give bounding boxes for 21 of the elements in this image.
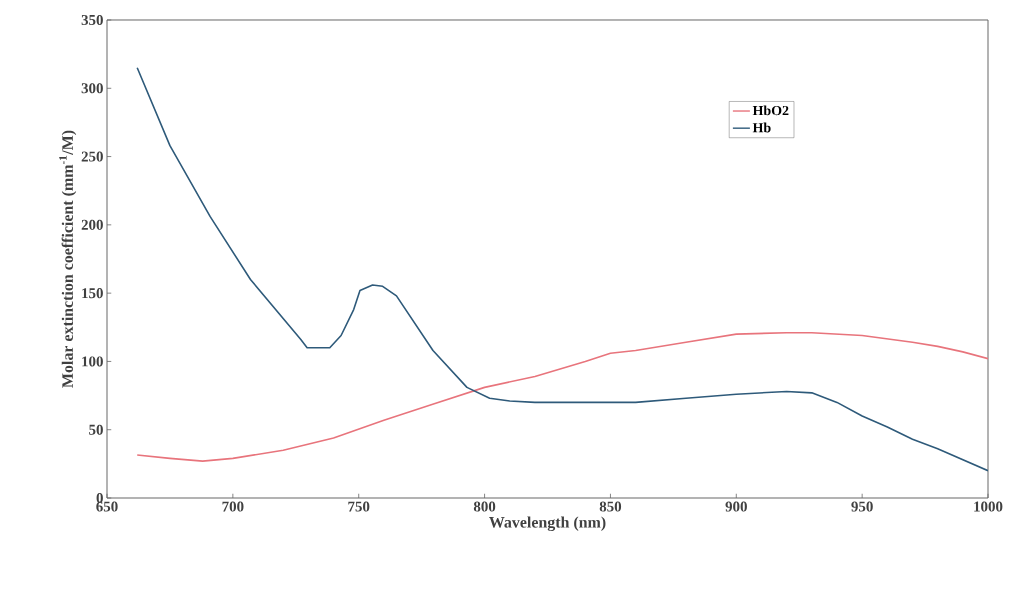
x-tick-label: 750 [348, 501, 370, 512]
legend-label: Hb [752, 122, 771, 133]
y-tick-label: 300 [81, 83, 103, 94]
x-tick-label: 950 [851, 501, 873, 512]
x-tick-label: 1000 [974, 501, 1003, 512]
y-tick-label: 100 [82, 356, 103, 367]
x-tick-label: 700 [222, 501, 244, 512]
x-tick-label: 800 [473, 501, 496, 512]
y-tick-label: 250 [81, 151, 103, 162]
y-tick-label: 150 [82, 288, 103, 299]
legend-label: HbO2 [752, 105, 789, 116]
x-tick-label: 900 [725, 501, 747, 512]
line-series [136, 331, 989, 462]
x-axis-title: Wavelength (nm) [489, 516, 606, 532]
y-tick-label: 200 [81, 219, 103, 230]
x-tick-label: 850 [599, 501, 622, 512]
x-tick-label: 650 [96, 501, 118, 512]
y-tick-label: 350 [81, 14, 103, 26]
y-axis-title: Molar extinction coefficient (mm$^{-1}$/M) [59, 130, 77, 388]
y-tick-label: 0 [96, 492, 103, 504]
y-tick-label: 50 [89, 424, 103, 435]
